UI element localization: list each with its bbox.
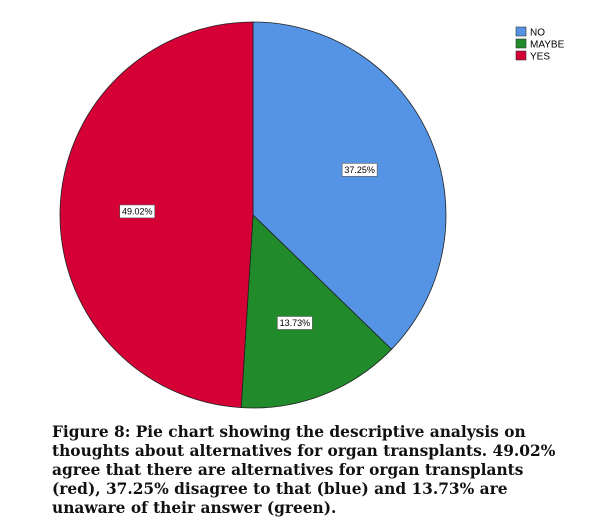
slice-label-maybe: 13.73% (277, 316, 313, 330)
slice-label-yes: 49.02% (119, 204, 156, 219)
legend-label: MAYBE (530, 40, 565, 51)
slice-value-label: 13.73% (280, 318, 311, 328)
slice-value-label: 49.02% (122, 207, 153, 217)
pie-slice-labels: 37.25% 13.73% 49.02% (119, 163, 378, 330)
pie-slices (59, 21, 447, 409)
pie-slice-maybe (240, 214, 393, 409)
slice-label-box (119, 204, 156, 219)
figure-caption: Figure 8: Pie chart showing the descript… (52, 423, 556, 517)
slice-label-no: 37.25% (341, 163, 378, 177)
legend-entry-maybe: MAYBE (515, 38, 565, 51)
legend-entry-no: NO (515, 26, 545, 39)
slice-label-box (277, 316, 313, 330)
legend-swatch (515, 26, 527, 37)
pie-slice-yes (59, 21, 254, 409)
legend-label: YES (530, 52, 550, 63)
legend-label: NO (530, 28, 545, 39)
legend-swatch (515, 38, 527, 49)
slice-label-box (341, 163, 378, 177)
pie-slice-no (252, 21, 447, 350)
legend-entry-yes: YES (515, 50, 550, 63)
legend-swatch (515, 50, 527, 61)
slice-value-label: 37.25% (344, 165, 375, 175)
